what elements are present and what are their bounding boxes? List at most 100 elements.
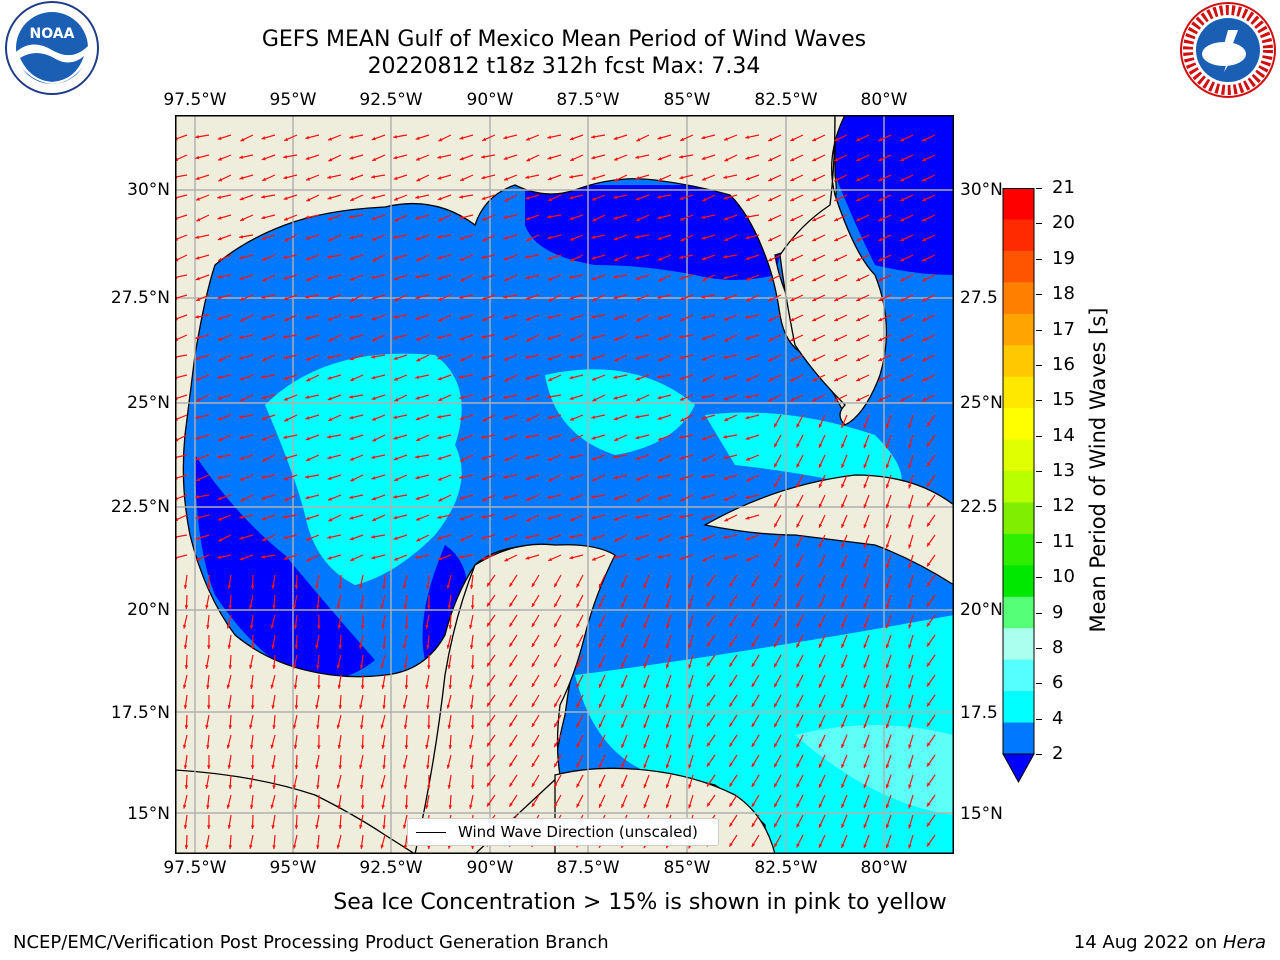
wave-direction-arrowhead [774, 443, 778, 448]
wave-direction-arrowhead [226, 804, 231, 809]
wave-direction-arrowhead [908, 624, 912, 629]
wave-direction-arrowhead [525, 556, 530, 560]
wave-direction-arrowhead [250, 825, 255, 829]
wave-direction-arrowhead [707, 762, 711, 767]
wave-direction-arrowhead [701, 495, 706, 500]
wave-direction-arrowhead [359, 764, 363, 769]
wave-direction-arrowhead [908, 564, 912, 569]
wave-direction-arrowhead [503, 436, 508, 441]
wave-direction-arrowhead [371, 296, 376, 300]
wave-direction-arrowhead [643, 764, 647, 769]
wave-direction-arrowhead [504, 557, 509, 562]
wave-direction-arrowhead [592, 377, 596, 381]
wave-direction-arrowhead [327, 275, 332, 280]
wave-direction-arrowhead [404, 805, 409, 809]
wave-direction-arrowhead [812, 357, 817, 362]
wave-direction-arrowhead [239, 155, 244, 159]
wave-direction-arrowhead [504, 377, 509, 382]
wave-direction-arrowhead [437, 376, 442, 381]
wave-direction-arrowhead [621, 743, 625, 748]
wave-direction-arrowhead [469, 804, 473, 809]
wave-direction-arrowhead [790, 157, 795, 162]
wave-direction-arrowhead [576, 583, 580, 588]
wave-direction-arrowhead [818, 523, 823, 528]
wave-direction-arrowhead [745, 156, 750, 160]
wave-direction-arrowhead [481, 376, 486, 380]
wave-direction-arrowhead [598, 663, 603, 668]
wave-direction-arrowhead [328, 157, 333, 162]
wave-direction-arrowhead [470, 665, 475, 669]
wave-direction-arrowhead [270, 624, 275, 629]
wave-direction-arrowhead [447, 665, 452, 669]
wave-direction-arrowhead [437, 415, 441, 419]
wave-direction-arrowhead [885, 524, 890, 529]
wave-direction-arrowhead [427, 605, 431, 609]
wave-direction-arrowhead [437, 515, 442, 519]
wave-direction-arrowhead [315, 824, 319, 829]
wave-direction-arrowhead [643, 724, 647, 729]
wave-direction-arrowhead [205, 664, 209, 669]
wave-direction-arrowhead [437, 536, 442, 540]
wave-direction-arrowhead [796, 463, 800, 468]
land-cuba [703, 474, 954, 586]
wave-direction-arrowhead [751, 603, 756, 607]
wave-direction-arrowhead [841, 703, 845, 708]
wave-direction-arrowhead [723, 255, 727, 259]
wave-direction-arrowhead [635, 196, 640, 201]
wave-direction-arrowhead [261, 236, 266, 240]
wave-direction-arrowhead [680, 317, 685, 321]
wave-direction-arrowhead [818, 563, 823, 568]
wave-direction-arrowhead [679, 476, 684, 481]
wave-direction-arrowhead [745, 516, 750, 520]
wave-direction-arrowhead [349, 235, 354, 240]
wave-direction-arrowhead [774, 663, 778, 668]
wave-direction-arrowhead [790, 397, 795, 402]
wave-direction-arrowhead [643, 664, 647, 669]
wave-direction-arrowhead [371, 275, 376, 279]
wave-direction-arrowhead [768, 377, 773, 382]
wave-direction-arrowhead [183, 705, 188, 709]
wave-direction-arrowhead [900, 257, 905, 262]
wave-direction-arrowhead [701, 215, 706, 219]
wave-direction-arrowhead [576, 803, 580, 808]
wave-direction-arrowhead [922, 377, 927, 382]
wave-direction-arrowhead [569, 535, 573, 539]
wave-direction-arrowhead [908, 704, 912, 709]
wave-direction-arrowhead [796, 743, 800, 748]
wave-direction-arrowhead [548, 197, 553, 201]
lon-tick-bottom: 85°W [663, 858, 711, 878]
wave-direction-arrowhead [509, 682, 513, 687]
wave-direction-arrowhead [856, 277, 861, 282]
wave-direction-arrowhead [371, 355, 375, 359]
wave-direction-arrowhead [614, 537, 619, 542]
wave-direction-arrowhead [863, 484, 867, 489]
wave-direction-arrowhead [482, 217, 486, 221]
wave-direction-arrowhead [403, 665, 408, 669]
wave-direction-arrowhead [729, 582, 733, 587]
wave-direction-arrowhead [657, 156, 662, 161]
wave-direction-arrowhead [621, 723, 625, 728]
colorbar-tick-mark [1036, 541, 1042, 543]
colorbar-tick-mark [1036, 506, 1042, 508]
wave-direction-arrowhead [841, 743, 845, 748]
wave-direction-arrowhead [688, 724, 692, 729]
wave-direction-arrowhead [469, 585, 474, 589]
wave-direction-arrowhead [525, 275, 530, 280]
wave-direction-arrowhead [569, 396, 574, 400]
wave-direction-arrowhead [306, 197, 311, 202]
lon-tick-bottom: 87.5°W [556, 858, 620, 878]
wave-direction-arrowhead [657, 496, 662, 500]
wave-direction-arrowhead [878, 357, 883, 362]
colorbar-segment [1003, 691, 1034, 724]
wave-direction-arrowhead [503, 236, 508, 240]
wave-direction-arrowhead [658, 537, 663, 541]
wave-direction-arrowhead [790, 237, 795, 242]
wave-direction-arrowhead [745, 235, 750, 240]
wave-direction-arrowhead [195, 536, 200, 540]
wave-direction-arrowhead [438, 137, 443, 142]
wave-direction-arrowhead [598, 683, 603, 688]
wave-direction-arrowhead [885, 624, 890, 629]
wave-direction-arrowhead [404, 625, 409, 629]
wave-direction-arrowhead [328, 517, 333, 522]
wave-direction-arrowhead [381, 805, 385, 809]
